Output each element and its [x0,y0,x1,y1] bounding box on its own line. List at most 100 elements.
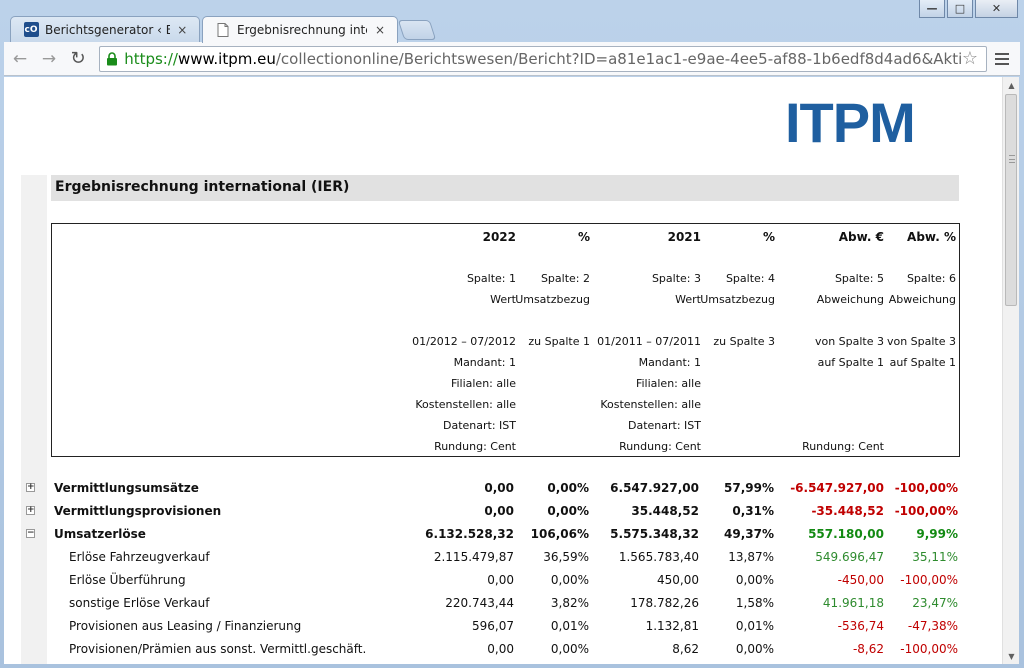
col4-year: % [762,230,775,244]
url-path: /collectiononline/Berichtswesen/Bericht?… [275,49,962,68]
col3-filialen: Filialen: alle [635,377,701,390]
col3-datenart: Datenart: IST [628,419,701,432]
back-arrow-icon[interactable]: ← [12,48,28,69]
window-controls: — □ ✕ [919,0,1018,20]
cell-p2: 0,31% [732,504,774,518]
cell-p1: 36,59% [543,550,589,564]
maximize-button[interactable]: □ [947,0,973,18]
expand-icon[interactable]: + [26,482,35,492]
cell-v2: 8,62 [672,642,699,656]
collapse-icon[interactable]: − [26,528,35,538]
table-row: Provisionen aus Leasing / Finanzierung 59… [4,615,1002,638]
cell-v2: 450,00 [657,573,699,587]
cell-dp: -100,00% [894,481,958,495]
cell-d: -450,00 [837,573,884,587]
col1-kostenstellen: Kostenstellen: alle [415,398,516,411]
scroll-down-arrow-icon[interactable]: ▼ [1008,651,1015,661]
cell-v1: 2.115.479,87 [433,550,514,564]
cell-v1: 0,00 [487,642,514,656]
cell-p1: 106,06% [530,527,589,541]
cell-v2: 1.565.783,40 [618,550,699,564]
row-label: Provisionen/Prämien aus sonst. Vermittl.… [69,642,367,656]
lock-icon [106,51,118,67]
tab-title: Ergebnisrechnung interna [237,23,367,37]
url-scheme: https:// [124,49,178,68]
cell-v1: 596,07 [472,619,514,633]
co-icon: cO [23,22,39,38]
vertical-scrollbar[interactable]: ▲ ▼ [1002,77,1019,664]
table-row: sonstige Erlöse Verkauf 220.743,44 3,82% 17… [4,592,1002,615]
table-row[interactable]: + Vermittlungsumsätze 0,00 0,00% 6.547.927,0… [4,477,1002,500]
new-tab-button[interactable] [397,20,437,40]
forward-arrow-icon[interactable]: → [41,48,57,69]
col1-desc: Wert [490,293,516,306]
cell-d: -8,62 [852,642,884,656]
table-row[interactable]: − Umsatzerlöse 6.132.528,32 106,06% 5.575.34… [4,523,1002,546]
col3-year: 2021 [667,230,701,244]
col1-year: 2022 [482,230,516,244]
scroll-thumb[interactable] [1005,94,1017,306]
col3-period: 01/2011 – 07/2011 [597,335,701,348]
col1-period: 01/2012 – 07/2012 [412,335,516,348]
tab-strip: cO Berichtsgenerator ‹ Berich × Ergebnis… [6,14,1006,43]
cell-dp: 23,47% [912,596,958,610]
cell-v2: 1.132,81 [645,619,699,633]
close-window-button[interactable]: ✕ [975,0,1018,18]
col3-kostenstellen: Kostenstellen: alle [600,398,701,411]
col5-rundung: Rundung: Cent [802,440,884,453]
cell-p1: 0,01% [550,619,589,633]
cell-p2: 0,00% [735,642,774,656]
cell-p1: 0,00% [550,642,589,656]
cell-d: -35.448,52 [811,504,884,518]
menu-icon[interactable] [987,52,1017,65]
cell-v2: 5.575.348,32 [610,527,699,541]
tab-ergebnisrechnung[interactable]: Ergebnisrechnung interna × [202,16,398,43]
col5-ref1: von Spalte 3 [814,335,884,348]
favicon-text: cO [23,22,39,37]
col2-desc: Umsatzbezug [515,293,590,306]
cell-v1: 220.743,44 [445,596,514,610]
address-bar[interactable]: https:// www.itpm.eu /collectiononline/B… [99,45,987,72]
tab-close-icon[interactable]: × [374,23,386,37]
cell-dp: -100,00% [894,504,958,518]
cell-d: 549.696,47 [815,550,884,564]
expand-icon[interactable]: + [26,505,35,515]
cell-p2: 13,87% [728,550,774,564]
row-label: Erlöse Fahrzeugverkauf [69,550,210,564]
row-label: Erlöse Überführung [69,573,186,587]
col1-filialen: Filialen: alle [450,377,516,390]
tab-close-icon[interactable]: × [177,22,188,37]
col2-ref: zu Spalte 1 [528,335,590,348]
cell-p1: 0,00% [547,504,589,518]
browser-toolbar: ← → ↻ https:// www.itpm.eu /collectionon… [4,42,1020,76]
cell-p2: 0,00% [735,573,774,587]
table-row[interactable]: + Vermittlungsprovisionen 0,00 0,00% 35.448,… [4,500,1002,523]
cell-d: -536,74 [837,619,884,633]
report-title: Ergebnisrechnung international (IER) [51,175,959,201]
col1-rundung: Rundung: Cent [434,440,516,453]
cell-dp: 35,11% [912,550,958,564]
row-label: sonstige Erlöse Verkauf [69,596,210,610]
col5-year: Abw. € [838,230,884,244]
col5-spalte: Spalte: 5 [834,272,884,285]
reload-icon[interactable]: ↻ [70,48,86,69]
cell-d: 557.180,00 [808,527,884,541]
col5-ref2: auf Spalte 1 [817,356,884,369]
col6-desc: Abweichung [888,293,956,306]
col3-spalte: Spalte: 3 [651,272,701,285]
minimize-button[interactable]: — [919,0,945,18]
tab-berichtsgenerator[interactable]: cO Berichtsgenerator ‹ Berich × [10,16,200,42]
cell-d: 41.961,18 [822,596,884,610]
cell-p1: 3,82% [550,596,589,610]
bookmark-star-icon[interactable]: ☆ [961,48,978,69]
col3-mandant: Mandant: 1 [638,356,701,369]
cell-p1: 0,00% [550,573,589,587]
row-label: Vermittlungsprovisionen [54,504,222,518]
row-label: Provisionen aus Leasing / Finanzierung [69,619,302,633]
row-label: Umsatzerlöse [54,527,146,541]
col4-spalte: Spalte: 4 [725,272,775,285]
scroll-up-arrow-icon[interactable]: ▲ [1008,80,1015,90]
cell-p2: 49,37% [724,527,774,541]
cell-dp: -100,00% [900,642,958,656]
table-row: Erlöse Überführung 0,00 0,00% 450,00 0,00% -4… [4,569,1002,592]
